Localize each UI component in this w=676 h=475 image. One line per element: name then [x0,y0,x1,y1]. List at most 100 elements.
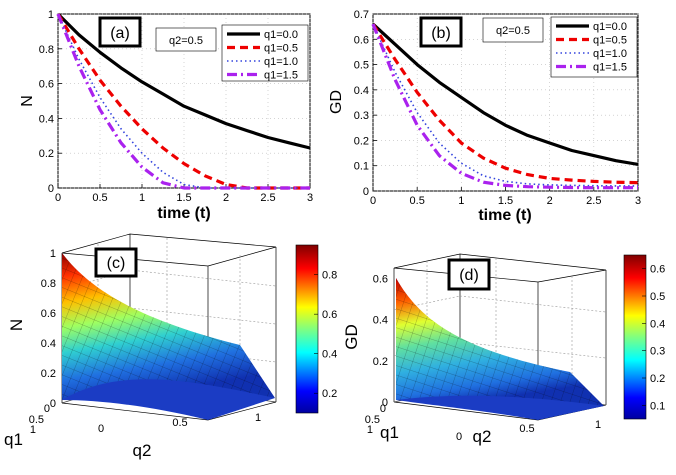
legend-entry: q1=1.5 [264,70,298,82]
panel-b-line-chart: 0 0.5 1 1.5 2 2.5 3 0 0.1 0.2 0.3 0.4 0.5 0.6 0.7 tim… [328,9,641,224]
panel-a-y-ticks: 0 0.2 0.4 0.6 0.8 1 [39,9,62,195]
panel-b-x-ticks: 0 0.5 1 1.5 2 2.5 3 [370,187,641,207]
y-tick-label: 0.7 [354,9,369,21]
panel-b-parameter-note: q2=0.5 [496,25,530,37]
panel-a-parameter-box [155,27,217,52]
q1-tick-label: 0 [44,403,50,415]
series-line-q1=1.5 [56,13,310,190]
q1-tick-label: 0.5 [365,414,380,426]
colorbar-tick-label: 0.6 [322,309,337,321]
series-line-q1=1.0 [57,13,310,189]
q2-tick-label: 1 [595,419,601,431]
colorbar-tick-label: 0.2 [650,373,665,385]
panel-d-colorbar [623,254,647,420]
panel-b-x-axis-label: time (t) [478,207,531,224]
x-tick-label: 2 [223,192,229,204]
panel-d-q2-ticks: 00.5 1 [456,419,601,443]
panel-d-z-ticks: 0 0.2 0.4 0.6 [373,273,388,409]
panel-b-series [371,22,639,190]
z-tick-label: 0.8 [41,278,56,290]
panel-a-x-axis-label: time (t) [157,205,210,222]
panel-a-legend: q1=0.0 q1=0.5q1=1.0 q1=1.5 [221,24,309,82]
colorbar-tick-label: 0.4 [650,318,665,330]
q2-tick-label: 0.5 [519,423,534,435]
panel-c-q1-axis-label: q1 [4,430,23,449]
x-tick-label: 1 [458,195,464,207]
x-tick-label: 2 [547,195,553,207]
legend-entry: q1=0.5 [264,43,298,55]
panel-b-y-ticks: 0 0.1 0.2 0.3 0.4 0.5 0.6 0.7 [354,9,377,198]
panel-b-label-box [419,16,463,48]
q2-tick-label: 0 [456,431,462,443]
panel-d-q1-axis-label: q1 [380,423,399,442]
panel-c-surface-mesh [62,253,275,400]
y-tick-label: 0.8 [39,44,54,56]
panel-d-q1-ticks: 00.51 [365,403,386,436]
y-tick-label: 0.1 [354,161,369,173]
x-tick-label: 1.5 [498,195,513,207]
panel-d-label: (d) [459,267,479,284]
z-tick-label: 0.2 [41,368,56,380]
colorbar-tick-label: 0.8 [322,270,337,282]
y-tick-label: 0.5 [354,60,369,72]
x-tick-label: 0 [370,195,376,207]
panel-c-q1-ticks: 00.51 [29,403,50,436]
panel-a-parameter-note: q2=0.5 [169,35,203,47]
z-tick-label: 0.4 [373,315,388,327]
panel-a-label: (a) [110,25,130,42]
panel-a-label-box [98,16,142,48]
panel-b-parameter-box [482,17,544,43]
panel-d-q2-axis-label: q2 [473,427,492,446]
z-tick-label: 0 [382,397,388,409]
q1-tick-label: 1 [367,424,373,436]
colorbar-tick-label: 0.3 [650,346,665,358]
z-tick-label: 0.2 [373,356,388,368]
x-tick-label: 1.5 [176,192,191,204]
q1-tick-label: 1 [30,424,36,436]
q2-tick-label: 0 [98,423,104,435]
z-tick-label: 1 [50,248,56,260]
q2-tick-label: 0.5 [172,417,187,429]
q2-tick-label: 1 [255,412,261,424]
panel-b-label: (b) [431,25,451,42]
panel-c-z-axis-label: N [7,319,26,331]
x-tick-label: 3 [307,192,313,204]
y-tick-label: 0.4 [354,85,369,97]
colorbar-tick-label: 0.2 [322,388,337,400]
panel-c-z-ticks: 0 0.2 0.4 0.6 0.8 1 [41,248,56,410]
panel-a-line-chart: 0 0.5 1 1.5 2 2.5 3 00.20.40.60.81 time (t) N … [19,9,313,222]
colorbar-tick-label: 0.1 [650,400,665,412]
z-tick-label: 0.6 [373,273,388,285]
panel-c-q2-ticks: 0 0.5 1 [98,412,261,435]
y-tick-label: 0.4 [39,113,54,125]
series-line-q1=1.5 [371,23,638,190]
q1-tick-label: 0 [380,403,386,415]
x-tick-label: 1 [139,192,145,204]
y-tick-label: 0 [363,186,369,198]
y-tick-label: 0 [48,183,54,195]
x-tick-label: 2.5 [586,195,601,207]
x-tick-label: 2.5 [260,192,275,204]
legend-entry: q1=1.0 [264,56,298,68]
y-tick-label: 0.2 [354,135,369,147]
y-tick-label: 0.2 [39,148,54,160]
legend-entry: q1=0.0 [264,29,298,41]
panel-d-surface-plot: 00.20.40.6 00.51 00.5 1 q2 q1 GD (d) 0.10… [342,253,665,446]
y-tick-label: 0.6 [354,34,369,46]
y-tick-label: 0.6 [39,79,54,91]
y-tick-label: 1 [48,9,54,21]
z-tick-label: 0.6 [41,308,56,320]
legend-entry: q1=1.0 [593,48,627,60]
x-tick-label: 0.5 [410,195,425,207]
x-tick-label: 0.5 [92,192,107,204]
panel-d-surface-mesh [396,278,604,406]
panel-a-x-ticks: 0 0.5 1 1.5 2 2.5 3 [55,184,313,204]
z-tick-label: 0 [50,398,56,410]
panel-a-y-axis-label: N [19,95,36,107]
panel-c-label-box [94,247,138,278]
panel-a-series [56,12,311,190]
colorbar-tick-label: 0.4 [322,349,337,361]
series-line-q1=0.5 [371,23,639,185]
series-line-q1=0.0 [371,22,639,166]
